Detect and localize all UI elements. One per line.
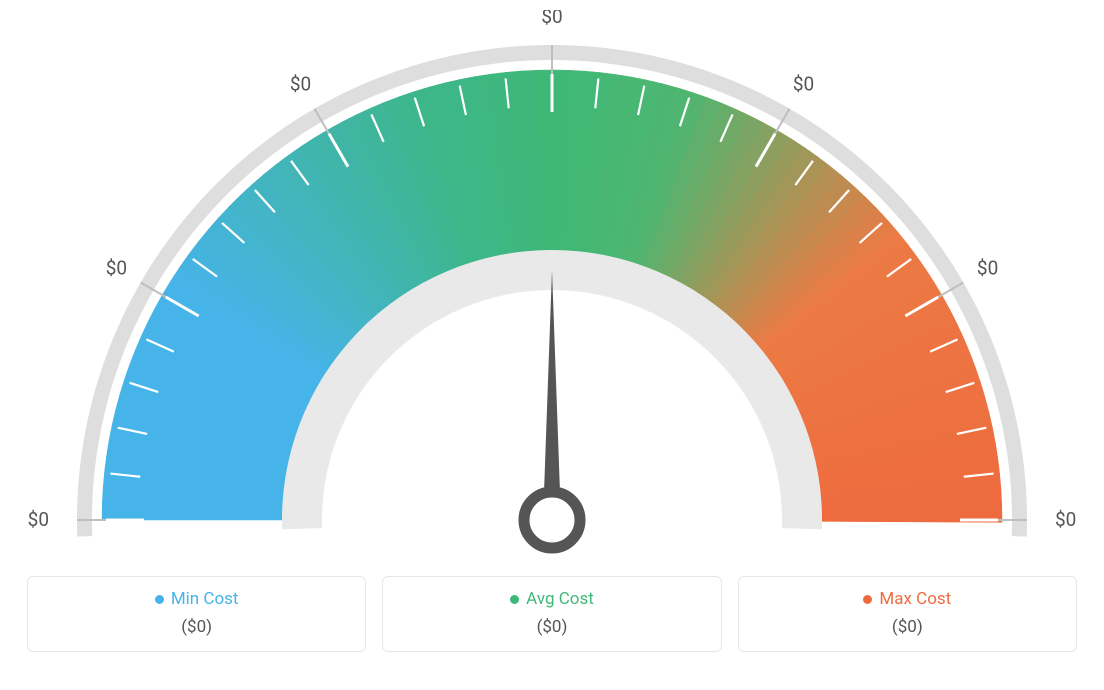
gauge-container: $0 $0 $0 $0 $0 $0 $0 [22, 10, 1082, 570]
legend-dot-avg [510, 595, 519, 604]
legend-value-avg: ($0) [537, 617, 568, 637]
gauge-svg: $0 $0 $0 $0 $0 $0 $0 [22, 10, 1082, 570]
legend-value-max: ($0) [892, 617, 923, 637]
legend-label-min-text: Min Cost [171, 589, 239, 609]
legend-dot-min [155, 595, 164, 604]
legend-card-max: Max Cost ($0) [738, 576, 1077, 652]
legend-row: Min Cost ($0) Avg Cost ($0) Max Cost ($0… [27, 576, 1077, 652]
legend-label-max-text: Max Cost [879, 589, 951, 609]
gauge-tick-label: $0 [977, 257, 998, 280]
gauge-tick-label: $0 [28, 508, 49, 531]
legend-label-max: Max Cost [863, 589, 951, 609]
gauge-needle [543, 270, 561, 520]
legend-label-min: Min Cost [155, 589, 239, 609]
gauge-tick-label: $0 [541, 10, 562, 28]
legend-card-avg: Avg Cost ($0) [382, 576, 721, 652]
gauge-tick-label: $0 [290, 72, 311, 95]
gauge-tick-label: $0 [1055, 508, 1076, 531]
legend-card-min: Min Cost ($0) [27, 576, 366, 652]
gauge-tick-label: $0 [106, 257, 127, 280]
gauge-tick-label: $0 [793, 72, 814, 95]
legend-value-min: ($0) [181, 617, 212, 637]
legend-dot-max [863, 595, 872, 604]
legend-label-avg-text: Avg Cost [526, 589, 594, 609]
gauge-needle-hub [524, 492, 580, 548]
legend-label-avg: Avg Cost [510, 589, 594, 609]
